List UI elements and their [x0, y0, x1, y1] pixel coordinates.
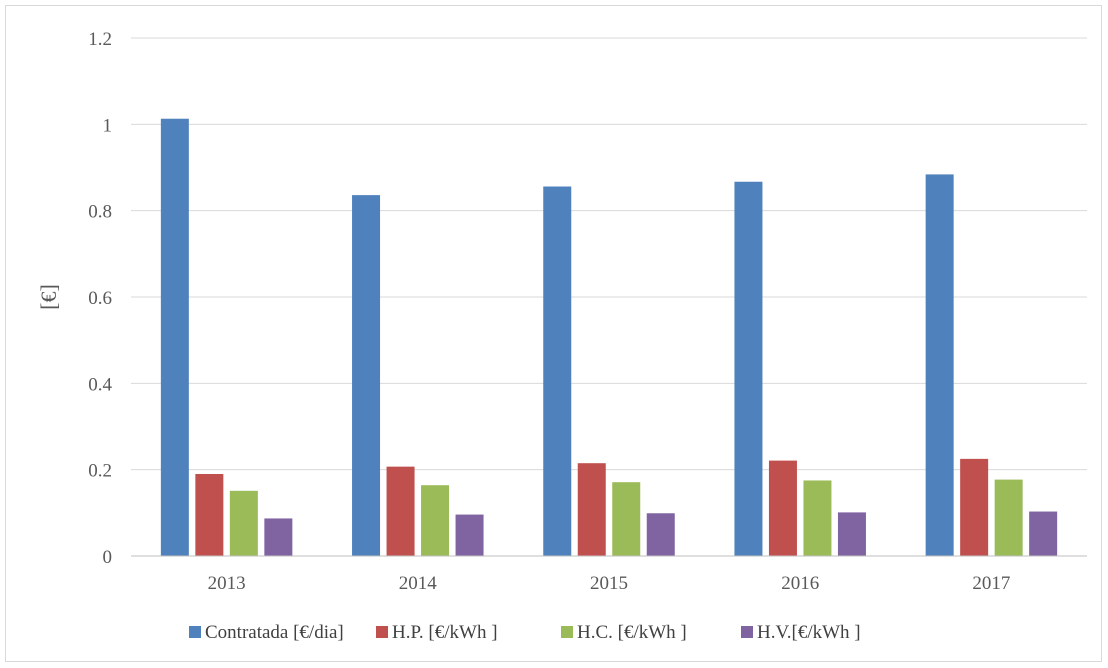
bar [386, 466, 415, 556]
legend-swatch [376, 626, 388, 638]
legend-label: H.C. [€/kWh ] [577, 622, 687, 643]
legend: Contratada [€/dia] H.P. [€/kWh ] H.C. [€/k… [189, 622, 861, 643]
bar [455, 514, 484, 556]
bar [960, 458, 989, 556]
bar [837, 512, 866, 556]
bar [352, 195, 381, 557]
bar [160, 118, 189, 556]
y-tick-label: 0.8 [88, 202, 112, 223]
bar [264, 518, 293, 556]
y-tick-label: 1.2 [88, 29, 112, 50]
y-axis-title: [€] [36, 284, 61, 310]
legend-label: Contratada [€/dia] [205, 622, 344, 643]
x-tick-label: 2014 [399, 573, 438, 594]
y-tick-label: 0.2 [88, 461, 112, 482]
x-tick-label: 2016 [781, 573, 819, 594]
legend-swatch [741, 626, 753, 638]
bar [734, 181, 763, 556]
legend-label: H.P. [€/kWh ] [392, 622, 498, 643]
bar [577, 463, 606, 556]
x-tick-label: 2015 [590, 573, 628, 594]
bar [543, 186, 572, 556]
bar [925, 174, 954, 556]
bar [1029, 511, 1058, 556]
bar [994, 479, 1023, 556]
bars [160, 118, 1058, 557]
legend-swatch [561, 626, 573, 638]
bar [229, 490, 258, 556]
bar [803, 480, 832, 556]
chart-frame: 0 0.2 0.4 0.6 0.8 1 1.2 2013 2014 2015 2016 2017 [… [5, 5, 1102, 662]
bar [195, 473, 224, 556]
x-tick-label: 2013 [208, 573, 246, 594]
y-tick-label: 0.6 [88, 288, 112, 309]
bar [612, 482, 641, 556]
x-axis-ticks: 2013 2014 2015 2016 2017 [208, 573, 1011, 594]
legend-label: H.V.[€/kWh ] [757, 622, 861, 643]
bar [768, 460, 797, 556]
y-axis-ticks: 0 0.2 0.4 0.6 0.8 1 1.2 [88, 29, 112, 568]
bar [421, 485, 450, 556]
y-tick-label: 1 [103, 115, 113, 136]
bar-chart: 0 0.2 0.4 0.6 0.8 1 1.2 2013 2014 2015 2016 2017 [… [36, 29, 1087, 643]
x-tick-label: 2017 [972, 573, 1010, 594]
y-tick-label: 0 [103, 547, 113, 568]
y-tick-label: 0.4 [88, 374, 112, 395]
bar [646, 513, 675, 556]
legend-swatch [189, 626, 201, 638]
